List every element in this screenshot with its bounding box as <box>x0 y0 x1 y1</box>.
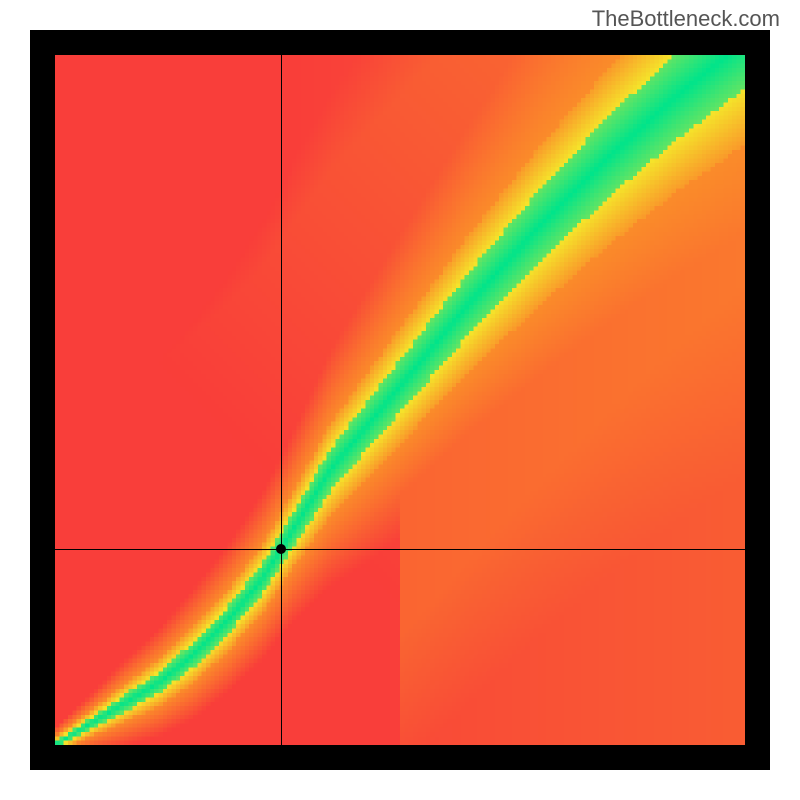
bottleneck-heatmap <box>55 55 745 745</box>
chart-frame <box>30 30 770 770</box>
crosshair-horizontal <box>55 549 745 550</box>
crosshair-marker <box>276 544 286 554</box>
watermark-text: TheBottleneck.com <box>592 6 780 32</box>
crosshair-vertical <box>281 55 282 745</box>
